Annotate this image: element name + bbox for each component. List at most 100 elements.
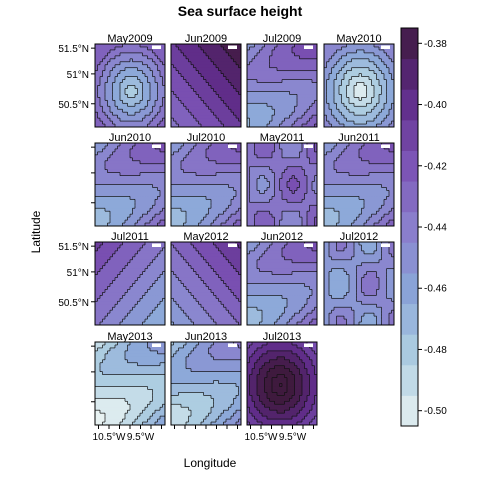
heat-cell xyxy=(238,52,241,57)
heat-cell xyxy=(361,103,365,107)
heat-cell xyxy=(238,85,241,90)
heat-cell xyxy=(125,52,129,57)
heat-cell xyxy=(95,148,99,153)
heat-cell xyxy=(254,85,258,90)
heat-cell xyxy=(359,103,363,107)
heat-cell xyxy=(155,61,159,66)
heat-cell xyxy=(254,82,258,87)
heat-cell xyxy=(115,109,119,113)
heat-cell xyxy=(122,145,126,150)
heat-cell xyxy=(369,46,373,51)
heat-cell xyxy=(346,70,350,75)
heat-cell xyxy=(107,169,111,174)
heat-cell xyxy=(213,61,217,66)
heat-cell xyxy=(122,118,126,122)
heat-cell xyxy=(193,115,197,119)
heat-cell xyxy=(344,73,348,78)
heat-cell xyxy=(107,109,111,113)
heat-cell xyxy=(95,184,99,189)
heat-cell xyxy=(110,193,114,197)
heat-cell xyxy=(294,82,298,87)
heat-cell xyxy=(127,154,131,159)
heat-cell xyxy=(201,88,205,93)
heat-cell xyxy=(125,181,129,186)
heat-cell xyxy=(137,145,141,150)
heat-cell xyxy=(326,112,330,116)
heat-cell xyxy=(326,67,330,72)
heat-cell xyxy=(289,91,293,95)
heat-cell xyxy=(349,91,353,95)
heat-cell xyxy=(371,88,375,93)
heat-cell xyxy=(97,143,101,147)
heat-cell xyxy=(386,85,390,90)
heat-cell xyxy=(349,49,353,54)
heat-cell xyxy=(272,88,276,93)
heat-cell xyxy=(100,181,104,186)
heat-cell xyxy=(120,211,124,215)
heat-cell xyxy=(376,91,380,95)
heat-cell xyxy=(279,97,283,101)
heat-cell xyxy=(326,91,330,95)
heat-cell xyxy=(147,184,151,189)
heat-cell xyxy=(191,46,195,51)
heat-cell xyxy=(107,157,111,162)
heat-cell xyxy=(208,88,212,93)
heat-cell xyxy=(135,106,139,110)
heat-cell xyxy=(381,97,385,101)
heat-cell xyxy=(95,85,99,90)
heat-cell xyxy=(208,73,212,78)
heat-cell xyxy=(336,115,340,119)
heat-cell xyxy=(326,49,330,54)
heat-cell xyxy=(130,94,134,98)
heat-cell xyxy=(112,211,116,215)
heat-cell xyxy=(117,208,121,212)
heat-cell xyxy=(292,46,296,51)
heat-cell xyxy=(191,103,195,107)
heat-cell xyxy=(381,94,385,98)
heat-cell xyxy=(329,94,333,98)
heat-cell xyxy=(203,52,207,57)
heat-cell xyxy=(294,64,298,69)
heat-cell xyxy=(135,187,139,192)
heat-cell xyxy=(384,70,388,75)
heat-cell xyxy=(120,214,124,218)
heat-cell xyxy=(107,143,111,147)
heat-cell xyxy=(344,94,348,98)
heat-cell xyxy=(120,163,124,168)
heat-cell xyxy=(249,82,253,87)
heat-cell xyxy=(130,112,134,116)
heat-cell xyxy=(137,163,141,168)
heat-cell xyxy=(329,103,333,107)
heat-cell xyxy=(160,52,164,57)
heat-cell xyxy=(142,106,146,110)
heat-cell xyxy=(125,97,129,101)
heat-cell xyxy=(329,44,333,48)
heat-cell xyxy=(135,55,139,60)
heat-cell xyxy=(334,109,338,113)
heat-cell xyxy=(127,82,131,87)
heat-cell xyxy=(152,190,156,194)
heat-cell xyxy=(302,67,306,72)
heat-cell xyxy=(201,52,205,57)
heat-cell xyxy=(391,61,394,66)
heat-cell xyxy=(381,76,385,81)
heat-cell xyxy=(105,97,109,101)
heat-cell xyxy=(331,52,335,57)
heat-cell xyxy=(127,184,131,189)
heat-cell xyxy=(297,82,301,87)
heat-cell xyxy=(297,118,301,122)
heat-cell xyxy=(314,82,317,87)
heat-cell xyxy=(115,61,119,66)
heat-cell xyxy=(120,64,124,69)
heat-cell xyxy=(95,61,99,66)
heat-cell xyxy=(354,70,358,75)
heat-cell xyxy=(257,58,261,63)
heat-cell xyxy=(366,109,370,113)
heat-cell xyxy=(173,94,177,98)
heat-cell xyxy=(391,58,394,63)
heat-cell xyxy=(349,44,353,48)
heat-cell xyxy=(201,97,205,101)
heat-cell xyxy=(346,88,350,93)
heat-cell xyxy=(102,151,106,156)
heat-cell xyxy=(297,106,301,110)
